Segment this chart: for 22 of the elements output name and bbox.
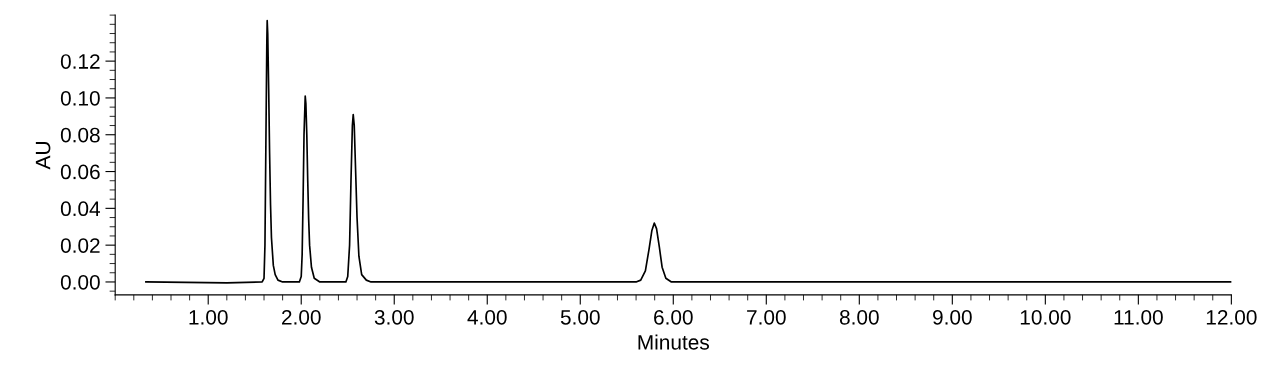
y-tick-label: 0.08 (60, 127, 100, 143)
y-tick-label: 0.10 (60, 90, 100, 106)
x-tick-label: 8.00 (839, 309, 879, 325)
x-tick-label: 10.00 (1020, 309, 1071, 325)
x-tick-label: 2.00 (282, 309, 321, 325)
x-tick-label: 5.00 (560, 309, 600, 325)
x-tick-label: 1.00 (189, 309, 228, 325)
x-tick-label: 7.00 (747, 309, 786, 325)
x-tick-label: 12.00 (1206, 309, 1257, 325)
y-tick-label: 0.06 (60, 164, 100, 180)
y-axis-title: AU (35, 142, 51, 170)
y-tick-label: 0.02 (60, 238, 100, 253)
x-tick-label: 9.00 (933, 309, 972, 325)
y-tick-label: 0.04 (60, 201, 101, 217)
x-axis-title: Minutes (638, 334, 709, 350)
x-tick-label: 6.00 (654, 309, 693, 325)
x-tick-label: 4.00 (467, 309, 507, 325)
y-tick-label: 0.12 (60, 54, 100, 69)
y-tick-label: 0.00 (60, 274, 100, 290)
line-series (145, 19, 1232, 284)
x-tick-label: 3.00 (374, 309, 414, 325)
x-tick-label: 11.00 (1114, 309, 1163, 325)
